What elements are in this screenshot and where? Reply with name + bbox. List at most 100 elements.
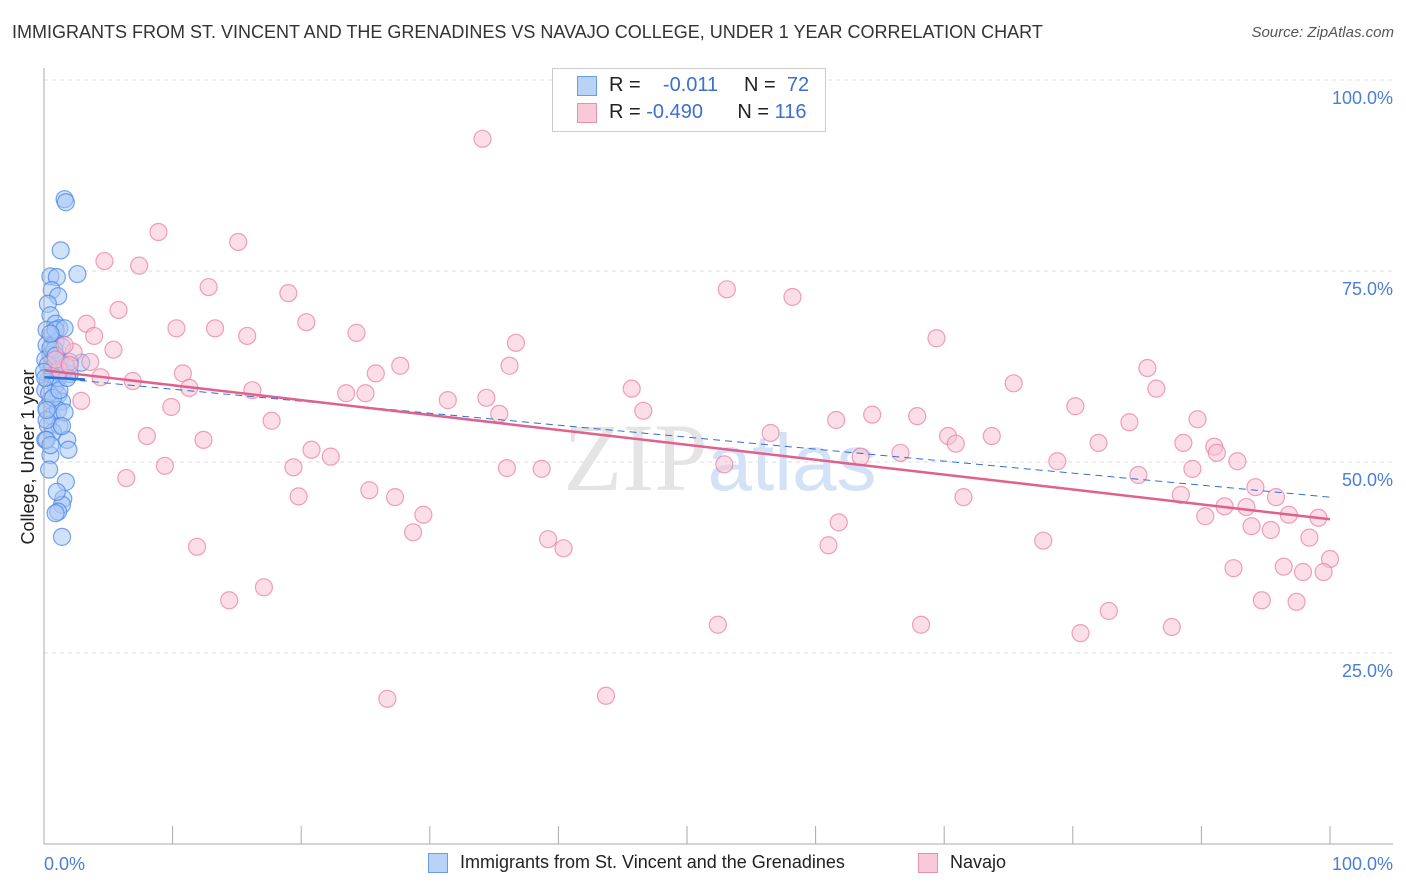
pink-point: [500, 356, 519, 375]
pink-point: [1246, 478, 1265, 497]
pink-point: [95, 251, 114, 271]
pink-point: [715, 455, 734, 474]
pink-point: [229, 232, 248, 252]
r-label: R =: [609, 74, 641, 96]
pink-point: [1071, 624, 1090, 643]
pink-point: [708, 615, 727, 634]
n-value-pink: 116: [774, 101, 807, 123]
bottom-legend-blue: Immigrants from St. Vincent and the Gren…: [428, 852, 845, 873]
pink-point: [554, 539, 573, 558]
legend-row-blue: R = -0.011 N = 72: [577, 74, 809, 97]
blue-swatch-icon: [577, 75, 597, 96]
pink-point: [717, 280, 736, 299]
pink-point: [137, 426, 156, 446]
pink-point: [149, 222, 168, 242]
pink-point: [254, 578, 274, 597]
bottom-legend-blue-label: Immigrants from St. Vincent and the Gren…: [460, 852, 845, 872]
blue-point: [37, 400, 56, 420]
blue-point: [52, 527, 72, 546]
pink-point: [194, 430, 213, 449]
pink-point: [238, 326, 257, 346]
blue-point: [68, 264, 87, 284]
pink-point: [634, 401, 653, 420]
pink-point: [1293, 562, 1313, 582]
pink-point: [1034, 531, 1053, 550]
pink-point: [337, 384, 356, 403]
pink-point: [1207, 443, 1226, 462]
pink-point: [506, 333, 526, 352]
pink-point: [532, 459, 551, 478]
pink-point: [863, 405, 882, 424]
pink-point: [1099, 601, 1118, 621]
pink-point: [1224, 559, 1243, 578]
n-value-blue: 72: [786, 74, 810, 96]
pink-point: [302, 440, 321, 459]
blue-point: [59, 440, 78, 459]
pink-point: [117, 468, 136, 488]
y-axis-title: College, Under 1 year: [18, 369, 38, 544]
pink-point: [1242, 517, 1261, 536]
pink-point: [473, 129, 492, 148]
pink-point: [1004, 374, 1023, 393]
r-value-pink: -0.490: [646, 101, 703, 123]
pink-point: [220, 591, 239, 610]
pink-point: [891, 443, 910, 462]
pink-point: [1174, 433, 1193, 452]
pink-point: [72, 391, 91, 410]
pink-point: [827, 410, 846, 430]
trend-lines: [43, 369, 1331, 521]
blue-point: [41, 324, 60, 343]
pink-point: [356, 384, 375, 403]
pink-point: [199, 277, 218, 297]
pink-point: [1162, 617, 1181, 637]
pink-point: [378, 689, 397, 708]
pink-point: [477, 388, 496, 407]
pink-point: [982, 426, 1001, 446]
blue-point: [41, 436, 60, 455]
y-tick-label-25: 25.0%: [1342, 661, 1393, 681]
pink-point: [1188, 410, 1207, 429]
pink-point: [1138, 358, 1157, 378]
pink-point: [761, 423, 780, 443]
pink-point: [187, 537, 207, 556]
pink-point: [1171, 485, 1190, 504]
pink-point: [167, 319, 186, 338]
pink-point: [1089, 433, 1108, 452]
pink-point: [403, 523, 423, 542]
y-tick-label-100: 100.0%: [1332, 88, 1393, 108]
pink-trend-line: [43, 369, 1331, 521]
pink-point: [360, 481, 379, 500]
pink-point: [1066, 397, 1085, 416]
pink-point: [911, 615, 931, 634]
x-tick-label-0: 0.0%: [44, 854, 85, 874]
pink-point: [347, 323, 366, 342]
y-tick-label-75: 75.0%: [1342, 279, 1393, 299]
pink-point: [1196, 507, 1215, 526]
pink-point: [819, 536, 838, 555]
pink-point: [284, 458, 303, 477]
pink-point: [1129, 465, 1148, 485]
blue-trend-line: [43, 375, 86, 381]
pink-point: [438, 391, 457, 410]
pink-point: [596, 686, 616, 705]
n-label: N =: [744, 74, 776, 96]
pink-point: [414, 505, 433, 524]
pink-point: [1237, 497, 1256, 517]
pink-point: [1274, 557, 1293, 576]
pink-point: [1261, 520, 1280, 540]
pink-point: [279, 284, 298, 303]
r-value-blue: -0.011: [662, 74, 719, 96]
pink-point: [297, 313, 316, 332]
x-tick-label-100: 100.0%: [1332, 854, 1393, 874]
pink-point: [104, 340, 123, 359]
pink-points: [46, 129, 1340, 708]
pink-point: [162, 397, 181, 417]
pink-point: [81, 352, 100, 372]
pink-point: [908, 407, 927, 426]
pink-point: [927, 329, 946, 348]
blue-point: [47, 482, 66, 501]
pink-point: [622, 379, 641, 398]
pink-point: [130, 256, 149, 275]
chart-title: IMMIGRANTS FROM ST. VINCENT AND THE GREN…: [12, 22, 1043, 42]
